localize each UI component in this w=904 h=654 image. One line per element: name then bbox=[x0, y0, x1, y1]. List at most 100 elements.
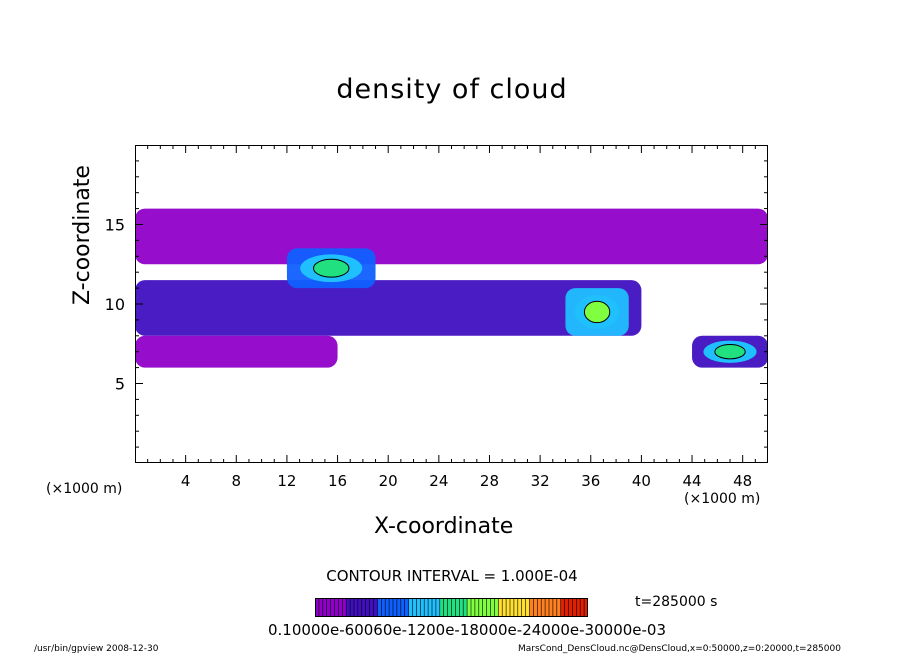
colorbar-segment bbox=[400, 598, 406, 617]
colorbar-segment bbox=[463, 598, 468, 617]
footer-left: /usr/bin/gpview 2008-12-30 bbox=[34, 644, 159, 654]
colorbar-segment bbox=[513, 598, 519, 617]
x-tick-label: 44 bbox=[682, 472, 701, 490]
y-axis-label: Z-coordinate bbox=[70, 165, 95, 305]
colorbar-segment bbox=[482, 598, 488, 617]
contour-region-upper-layer bbox=[135, 208, 768, 265]
colorbar-segment bbox=[338, 598, 343, 617]
colorbar-segment bbox=[486, 598, 491, 617]
colorbar-segment bbox=[537, 598, 542, 617]
colorbar-segment bbox=[385, 598, 390, 617]
colorbar-segment bbox=[525, 598, 530, 617]
x-tick-label: 8 bbox=[232, 472, 242, 490]
contour-fills bbox=[135, 208, 768, 368]
colorbar-segment bbox=[564, 598, 569, 617]
colorbar-segment bbox=[447, 598, 452, 617]
contour-lines bbox=[300, 254, 757, 363]
y-tick-label: 15 bbox=[105, 216, 125, 235]
x-tick-label: 36 bbox=[581, 472, 600, 490]
x-tick-label: 32 bbox=[531, 472, 550, 490]
colorbar bbox=[315, 598, 588, 617]
colorbar-segment bbox=[435, 598, 441, 617]
colorbar-segment bbox=[377, 598, 382, 617]
colorbar-segment bbox=[443, 598, 449, 617]
colorbar-segment bbox=[494, 598, 499, 617]
colorbar-segment bbox=[498, 598, 503, 617]
colorbar-segment bbox=[580, 598, 585, 617]
y-tick-label: 5 bbox=[115, 375, 125, 394]
x-tick-label: 12 bbox=[277, 472, 296, 490]
colorbar-segment bbox=[517, 598, 523, 617]
colorbar-segment bbox=[408, 598, 413, 617]
colorbar-frame bbox=[315, 598, 588, 617]
colorbar-segment bbox=[369, 598, 374, 617]
footer-right: MarsCond_DensCloud.nc@DensCloud,x=0:5000… bbox=[518, 644, 841, 654]
colorbar-segment bbox=[404, 598, 410, 617]
colorbar-segment bbox=[478, 598, 484, 617]
plot-area bbox=[135, 145, 768, 463]
contour-region-lower-band bbox=[135, 335, 338, 368]
colorbar-segment bbox=[459, 598, 464, 617]
colorbar-segment bbox=[471, 598, 476, 617]
contour-interval-label: CONTOUR INTERVAL = 1.000E-04 bbox=[326, 567, 578, 585]
colorbar-segment bbox=[315, 598, 320, 617]
x-tick-label: 20 bbox=[379, 472, 398, 490]
colorbar-segment bbox=[545, 598, 550, 617]
colorbar-segment bbox=[533, 598, 538, 617]
colorbar-segment bbox=[322, 598, 328, 617]
y-tick-label: 10 bbox=[105, 295, 125, 314]
core-core-x36-inner bbox=[583, 300, 611, 324]
colorbar-segment bbox=[396, 598, 402, 617]
colorbar-segment bbox=[412, 598, 417, 617]
colorbar-segment bbox=[420, 598, 425, 617]
axis-ticks bbox=[135, 145, 768, 463]
x-scale-note-right: (×1000 m) bbox=[684, 491, 761, 507]
x-tick-label: 48 bbox=[733, 472, 752, 490]
x-tick-label: 4 bbox=[181, 472, 191, 490]
core-edge-x48-inner bbox=[714, 344, 746, 360]
colorbar-segment bbox=[510, 598, 515, 617]
colorbar-segment bbox=[506, 598, 511, 617]
colorbar-segment bbox=[365, 598, 371, 617]
colorbar-segment bbox=[346, 598, 351, 617]
colorbar-segment bbox=[416, 598, 421, 617]
colorbar-segment bbox=[552, 598, 558, 617]
colorbar-segment bbox=[428, 598, 433, 617]
colorbar-segment bbox=[467, 598, 472, 617]
colorbar-labels: 0.10000e-60060e-1200e-18000e-24000e-3000… bbox=[268, 621, 667, 639]
colorbar-segment bbox=[529, 598, 534, 617]
colorbar-segment bbox=[326, 598, 332, 617]
colorbar-segment bbox=[572, 598, 577, 617]
colorbar-segment bbox=[330, 598, 335, 617]
colorbar-segment bbox=[576, 598, 581, 617]
colorbar-segment bbox=[549, 598, 554, 617]
colorbar-segment bbox=[432, 598, 437, 617]
colorbar-segment bbox=[521, 598, 527, 617]
colorbar-segment bbox=[490, 598, 495, 617]
chart-title: density of cloud bbox=[336, 74, 568, 105]
colorbar-segment bbox=[455, 598, 460, 617]
x-tick-label: 16 bbox=[328, 472, 347, 490]
x-tick-label: 28 bbox=[480, 472, 499, 490]
contour-region-middle-band bbox=[135, 280, 642, 336]
colorbar-segment bbox=[556, 598, 562, 617]
colorbar-segment bbox=[373, 598, 378, 617]
colorbar-segment bbox=[568, 598, 573, 617]
colorbar-segment bbox=[361, 598, 367, 617]
x-tick-label: 40 bbox=[632, 472, 651, 490]
colorbar-segment bbox=[350, 598, 355, 617]
colorbar-segment bbox=[318, 598, 324, 617]
colorbar-segment bbox=[451, 598, 456, 617]
colorbar-segment bbox=[354, 598, 359, 617]
colorbar-segment bbox=[439, 598, 445, 617]
colorbar-segment bbox=[334, 598, 339, 617]
colorbar-segment bbox=[393, 598, 398, 617]
colorbar-segment bbox=[541, 598, 546, 617]
colorbar-segment bbox=[424, 598, 429, 617]
colorbar-segment bbox=[474, 598, 480, 617]
colorbar-segment bbox=[357, 598, 363, 617]
colorbar-segment bbox=[342, 598, 347, 617]
colorbar-segment bbox=[502, 598, 507, 617]
x-tick-label: 24 bbox=[429, 472, 448, 490]
colorbar-segment bbox=[381, 598, 386, 617]
